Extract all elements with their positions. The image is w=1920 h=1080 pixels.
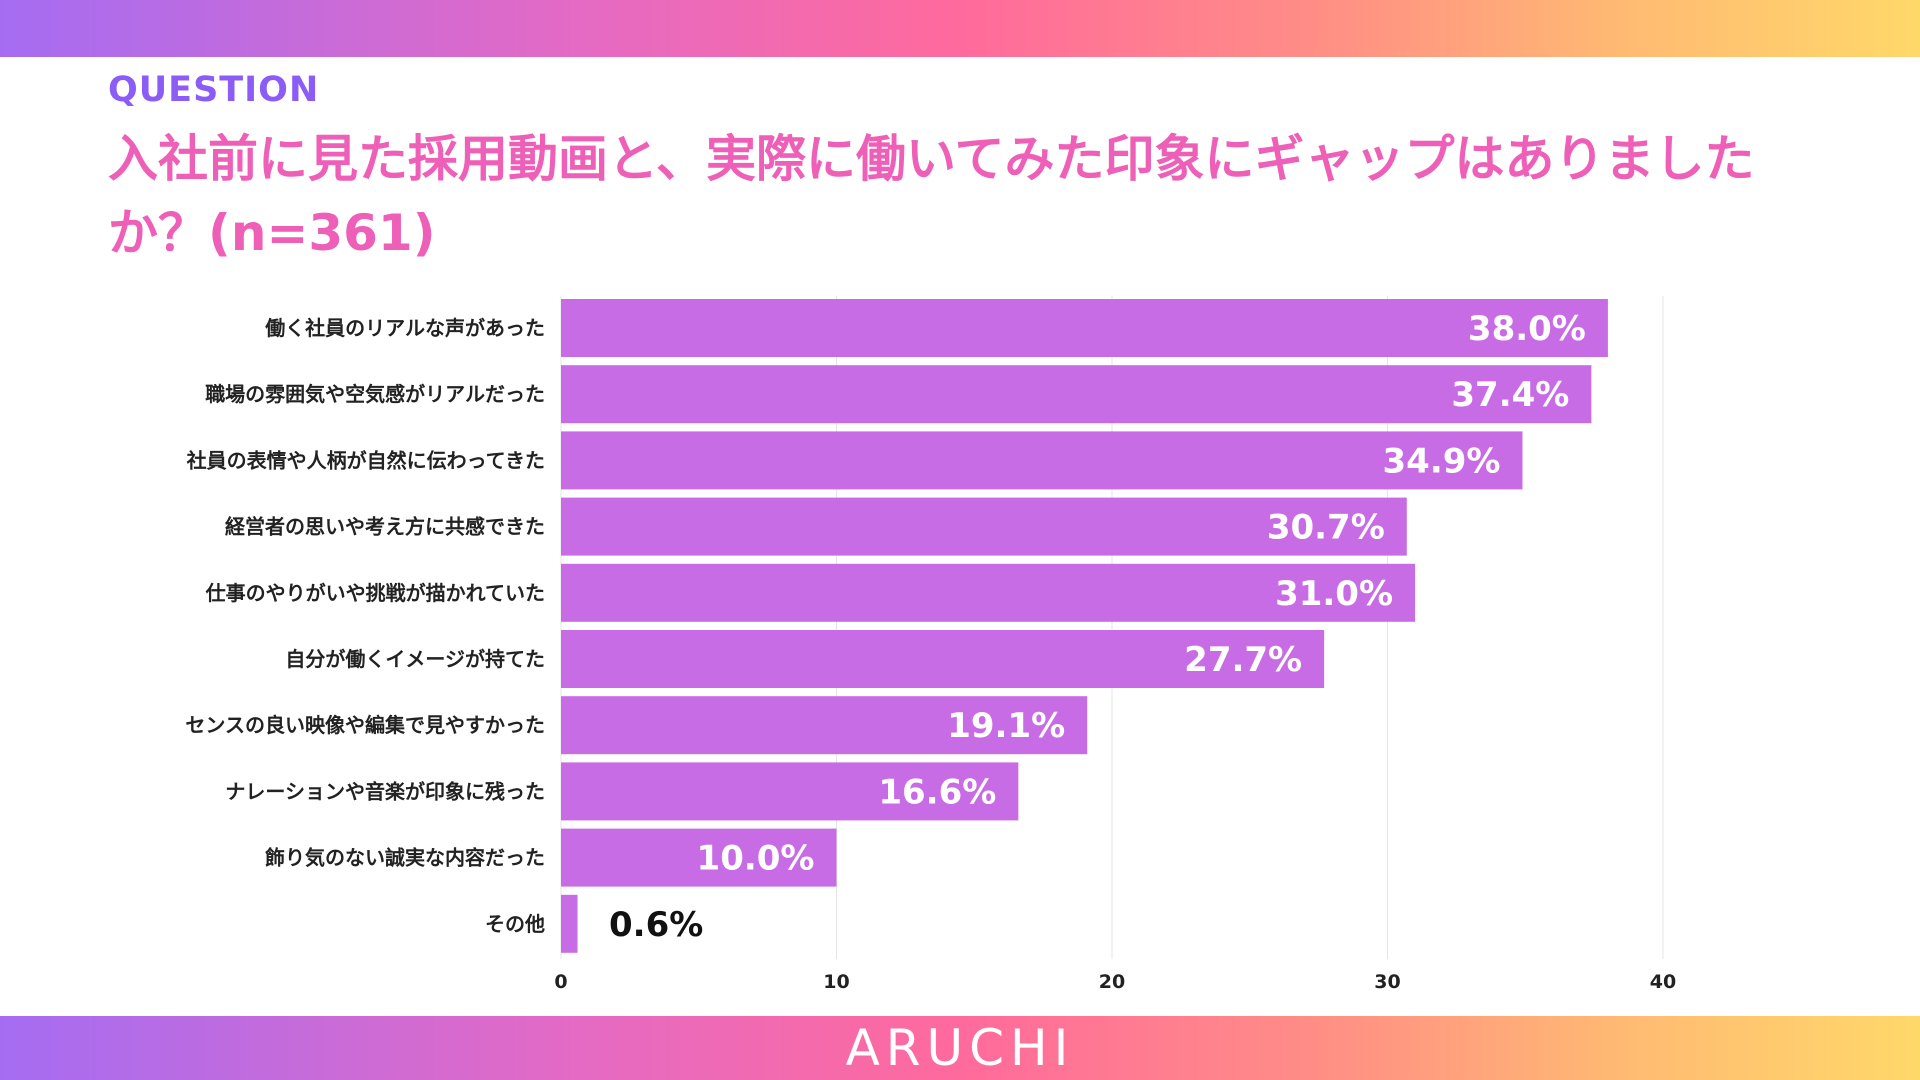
- category-label: 仕事のやりがいや挑戦が描かれていた: [205, 581, 545, 605]
- top-gradient-band: [0, 0, 1920, 57]
- x-tick-label: 30: [1374, 971, 1400, 993]
- data-label: 34.9%: [1383, 441, 1501, 481]
- data-label: 19.1%: [947, 706, 1065, 746]
- category-label: 飾り気のない誠実な内容だった: [265, 846, 545, 870]
- bar: [561, 497, 1407, 556]
- category-label: センスの良い映像や編集で見やすかった: [185, 713, 545, 737]
- data-label: 31.0%: [1275, 574, 1393, 614]
- bar: [561, 299, 1608, 357]
- category-label: 働く社員のリアルな声があった: [264, 316, 545, 340]
- x-tick-label: 40: [1650, 971, 1676, 993]
- data-label: 38.0%: [1468, 309, 1586, 349]
- data-label: 27.7%: [1184, 640, 1302, 680]
- question-label: QUESTION: [108, 70, 320, 110]
- bar: [561, 431, 1523, 490]
- page-title: 入社前に見た採用動画と、実際に働いてみた印象にギャップはありましたか？(n=36…: [108, 130, 1755, 262]
- category-label: ナレーションや音楽が印象に残った: [225, 779, 545, 803]
- bar: [561, 696, 1088, 755]
- x-tick-label: 10: [823, 971, 849, 993]
- category-label: 経営者の思いや考え方に共感できた: [225, 515, 545, 539]
- category-label: その他: [485, 912, 545, 936]
- bar: [561, 365, 1592, 424]
- bar: [561, 762, 1019, 821]
- x-tick-label: 20: [1099, 971, 1125, 993]
- bottom-gradient-band: ARUCHI: [0, 1016, 1920, 1080]
- bar-chart: 0 10 20 30 40 働く社員のリアルな声があった 38.0% 職場の雰囲気や空気感がリ…: [185, 296, 1676, 993]
- bar: [561, 828, 837, 887]
- bar: [561, 894, 578, 953]
- data-label: 16.6%: [878, 772, 996, 812]
- data-label: 37.4%: [1451, 375, 1569, 415]
- data-label: 0.6%: [609, 905, 703, 945]
- brand-logo: ARUCHI: [845, 1019, 1075, 1077]
- category-label: 社員の表情や人柄が自然に伝わってきた: [186, 448, 545, 472]
- category-label: 職場の雰囲気や空気感がリアルだった: [205, 382, 545, 406]
- x-tick-label: 0: [554, 971, 567, 993]
- bar: [561, 563, 1416, 622]
- bar: [561, 630, 1325, 688]
- category-label: 自分が働くイメージが持てた: [285, 647, 545, 671]
- data-label: 30.7%: [1267, 508, 1385, 548]
- data-label: 10.0%: [697, 839, 815, 879]
